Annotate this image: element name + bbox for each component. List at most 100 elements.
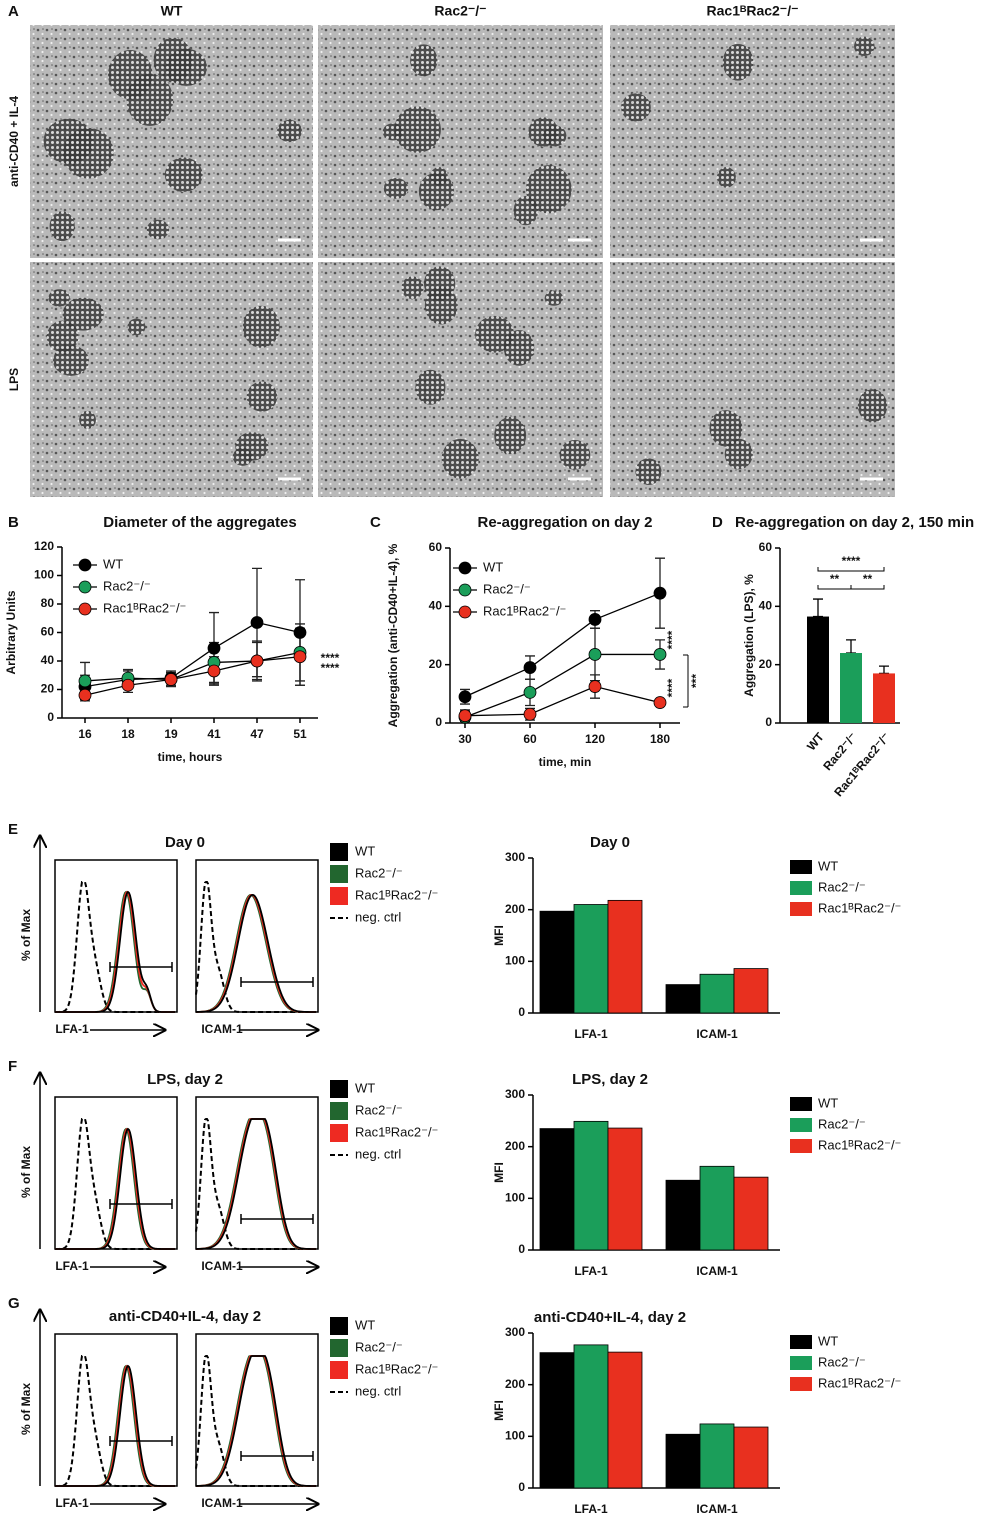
bar — [573, 904, 609, 1014]
legend-label: Rac2⁻/⁻ — [818, 879, 866, 894]
cell-aggregate — [383, 177, 409, 199]
y-tick-label: 0 — [765, 715, 772, 729]
y-axis-label: MFI — [492, 925, 506, 946]
data-point — [653, 696, 667, 709]
y-tick-label: 40 — [759, 599, 773, 613]
bar — [699, 1165, 735, 1251]
error-bar — [879, 665, 889, 675]
data-point — [164, 673, 178, 686]
legend-marker — [78, 602, 92, 616]
cell-aggregate — [79, 410, 96, 429]
chart-title: Day 0 — [590, 834, 630, 851]
legend-swatch — [330, 1361, 348, 1379]
bar — [733, 1176, 769, 1251]
x-tick-label: 41 — [207, 727, 221, 741]
x-tick-label: 18 — [121, 727, 135, 741]
legend-label: Rac1ᴮRac2⁻/⁻ — [483, 603, 566, 618]
y-axis-label: % of Max — [19, 909, 33, 961]
legend-label: Rac2⁻/⁻ — [355, 1102, 403, 1117]
x-tick-label: LFA-1 — [574, 1264, 608, 1278]
legend-swatch — [790, 902, 812, 916]
chart-title: anti-CD40+IL-4, day 2 — [109, 1308, 261, 1325]
y-tick-label: 100 — [505, 1429, 525, 1443]
y-tick-label: 100 — [34, 568, 54, 582]
legend-label: WT — [103, 556, 123, 571]
legend-swatch — [790, 1139, 812, 1153]
bar — [665, 1433, 701, 1489]
gate-marker — [240, 977, 314, 987]
x-axis-label: LFA-1 — [55, 1022, 89, 1036]
panel-letter: D — [712, 514, 723, 531]
series-line — [84, 651, 301, 682]
x-tick-label: 19 — [164, 727, 178, 741]
cell-aggregate — [62, 297, 104, 331]
y-tick-label: 120 — [34, 539, 54, 553]
x-tick-label: WT — [804, 729, 827, 753]
bar — [699, 1423, 735, 1489]
cell-aggregate — [854, 36, 875, 57]
chart-title: LPS, day 2 — [147, 1071, 223, 1088]
bar — [573, 1120, 609, 1251]
legend-swatch — [330, 1317, 348, 1335]
series-line — [464, 685, 661, 717]
y-axis-label: Aggregation (anti-CD40+IL-4), % — [386, 543, 400, 727]
legend-label: Rac2⁻/⁻ — [483, 581, 531, 596]
histogram-curve — [195, 1118, 316, 1250]
row-label: anti-CD40 + IL-4 — [7, 96, 21, 187]
x-tick-label: LFA-1 — [574, 1027, 608, 1041]
bar — [733, 968, 769, 1014]
x-tick-label: ICAM-1 — [696, 1264, 738, 1278]
panel-letter: B — [8, 514, 19, 531]
series-line — [464, 592, 661, 698]
error-bar — [846, 639, 856, 654]
cell-aggregate — [394, 106, 441, 153]
cell-aggregate — [235, 432, 269, 461]
panel-letter: E — [8, 821, 18, 838]
data-point — [523, 707, 537, 721]
data-point — [458, 690, 472, 704]
y-tick-label: 300 — [505, 850, 525, 864]
data-point — [588, 648, 602, 661]
gate-marker — [109, 1436, 173, 1446]
bar — [607, 899, 643, 1014]
panel-letter: F — [8, 1058, 17, 1075]
histogram-box — [54, 859, 178, 1013]
bar — [699, 973, 735, 1014]
histogram-box — [195, 1333, 319, 1487]
y-tick-label: 20 — [429, 657, 443, 671]
histogram-curve — [195, 1355, 316, 1487]
bar — [539, 910, 575, 1014]
legend-label: WT — [818, 1333, 838, 1348]
x-tick-label: 30 — [458, 732, 472, 746]
cell-aggregate — [108, 49, 153, 100]
panel-letter: A — [8, 3, 19, 20]
legend-swatch — [790, 1118, 812, 1132]
legend-label: WT — [818, 858, 838, 873]
legend-label: Rac1ᴮRac2⁻/⁻ — [818, 900, 901, 915]
legend-label: Rac1ᴮRac2⁻/⁻ — [355, 1361, 438, 1376]
legend-swatch — [330, 1080, 348, 1098]
bar — [539, 1352, 575, 1489]
significance-bracket — [850, 585, 885, 590]
legend-label: neg. ctrl — [355, 1146, 401, 1161]
significance-bracket — [817, 567, 885, 572]
data-point — [523, 685, 537, 699]
bar — [807, 616, 829, 723]
data-point — [293, 650, 307, 664]
legend-marker — [458, 561, 472, 575]
data-point — [207, 664, 221, 678]
y-tick-label: 60 — [759, 540, 773, 554]
y-tick-label: 60 — [41, 625, 55, 639]
y-tick-label: 60 — [429, 540, 443, 554]
micrograph — [610, 25, 895, 258]
legend-marker — [458, 605, 472, 619]
cell-aggregate — [49, 211, 75, 242]
legend-label: Rac1ᴮRac2⁻/⁻ — [355, 887, 438, 902]
cell-aggregate — [559, 439, 591, 470]
cell-aggregate — [146, 219, 170, 240]
micrograph — [30, 262, 313, 497]
histogram-curve — [55, 890, 175, 1013]
bar — [665, 984, 701, 1014]
cell-aggregate — [635, 458, 662, 486]
